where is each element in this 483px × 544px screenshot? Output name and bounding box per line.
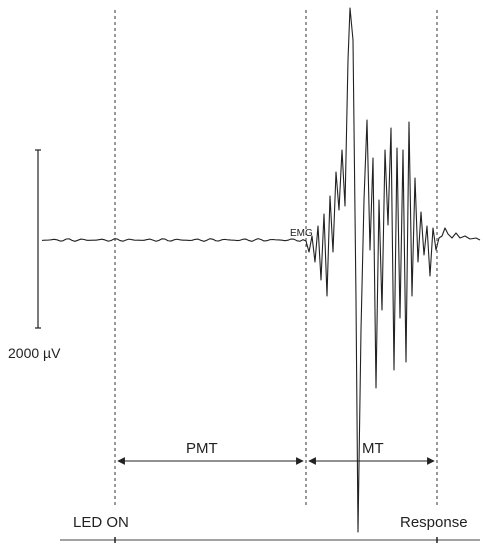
emg-label: EMG [290,228,313,239]
scale-bar-label: 2000 µV [8,345,61,361]
scale-bar [35,149,41,329]
emg-trace [41,7,481,533]
led-on-label: LED ON [73,514,129,531]
pmt-label: PMT [186,440,218,457]
response-label: Response [400,514,468,531]
mt-label: MT [362,440,384,457]
